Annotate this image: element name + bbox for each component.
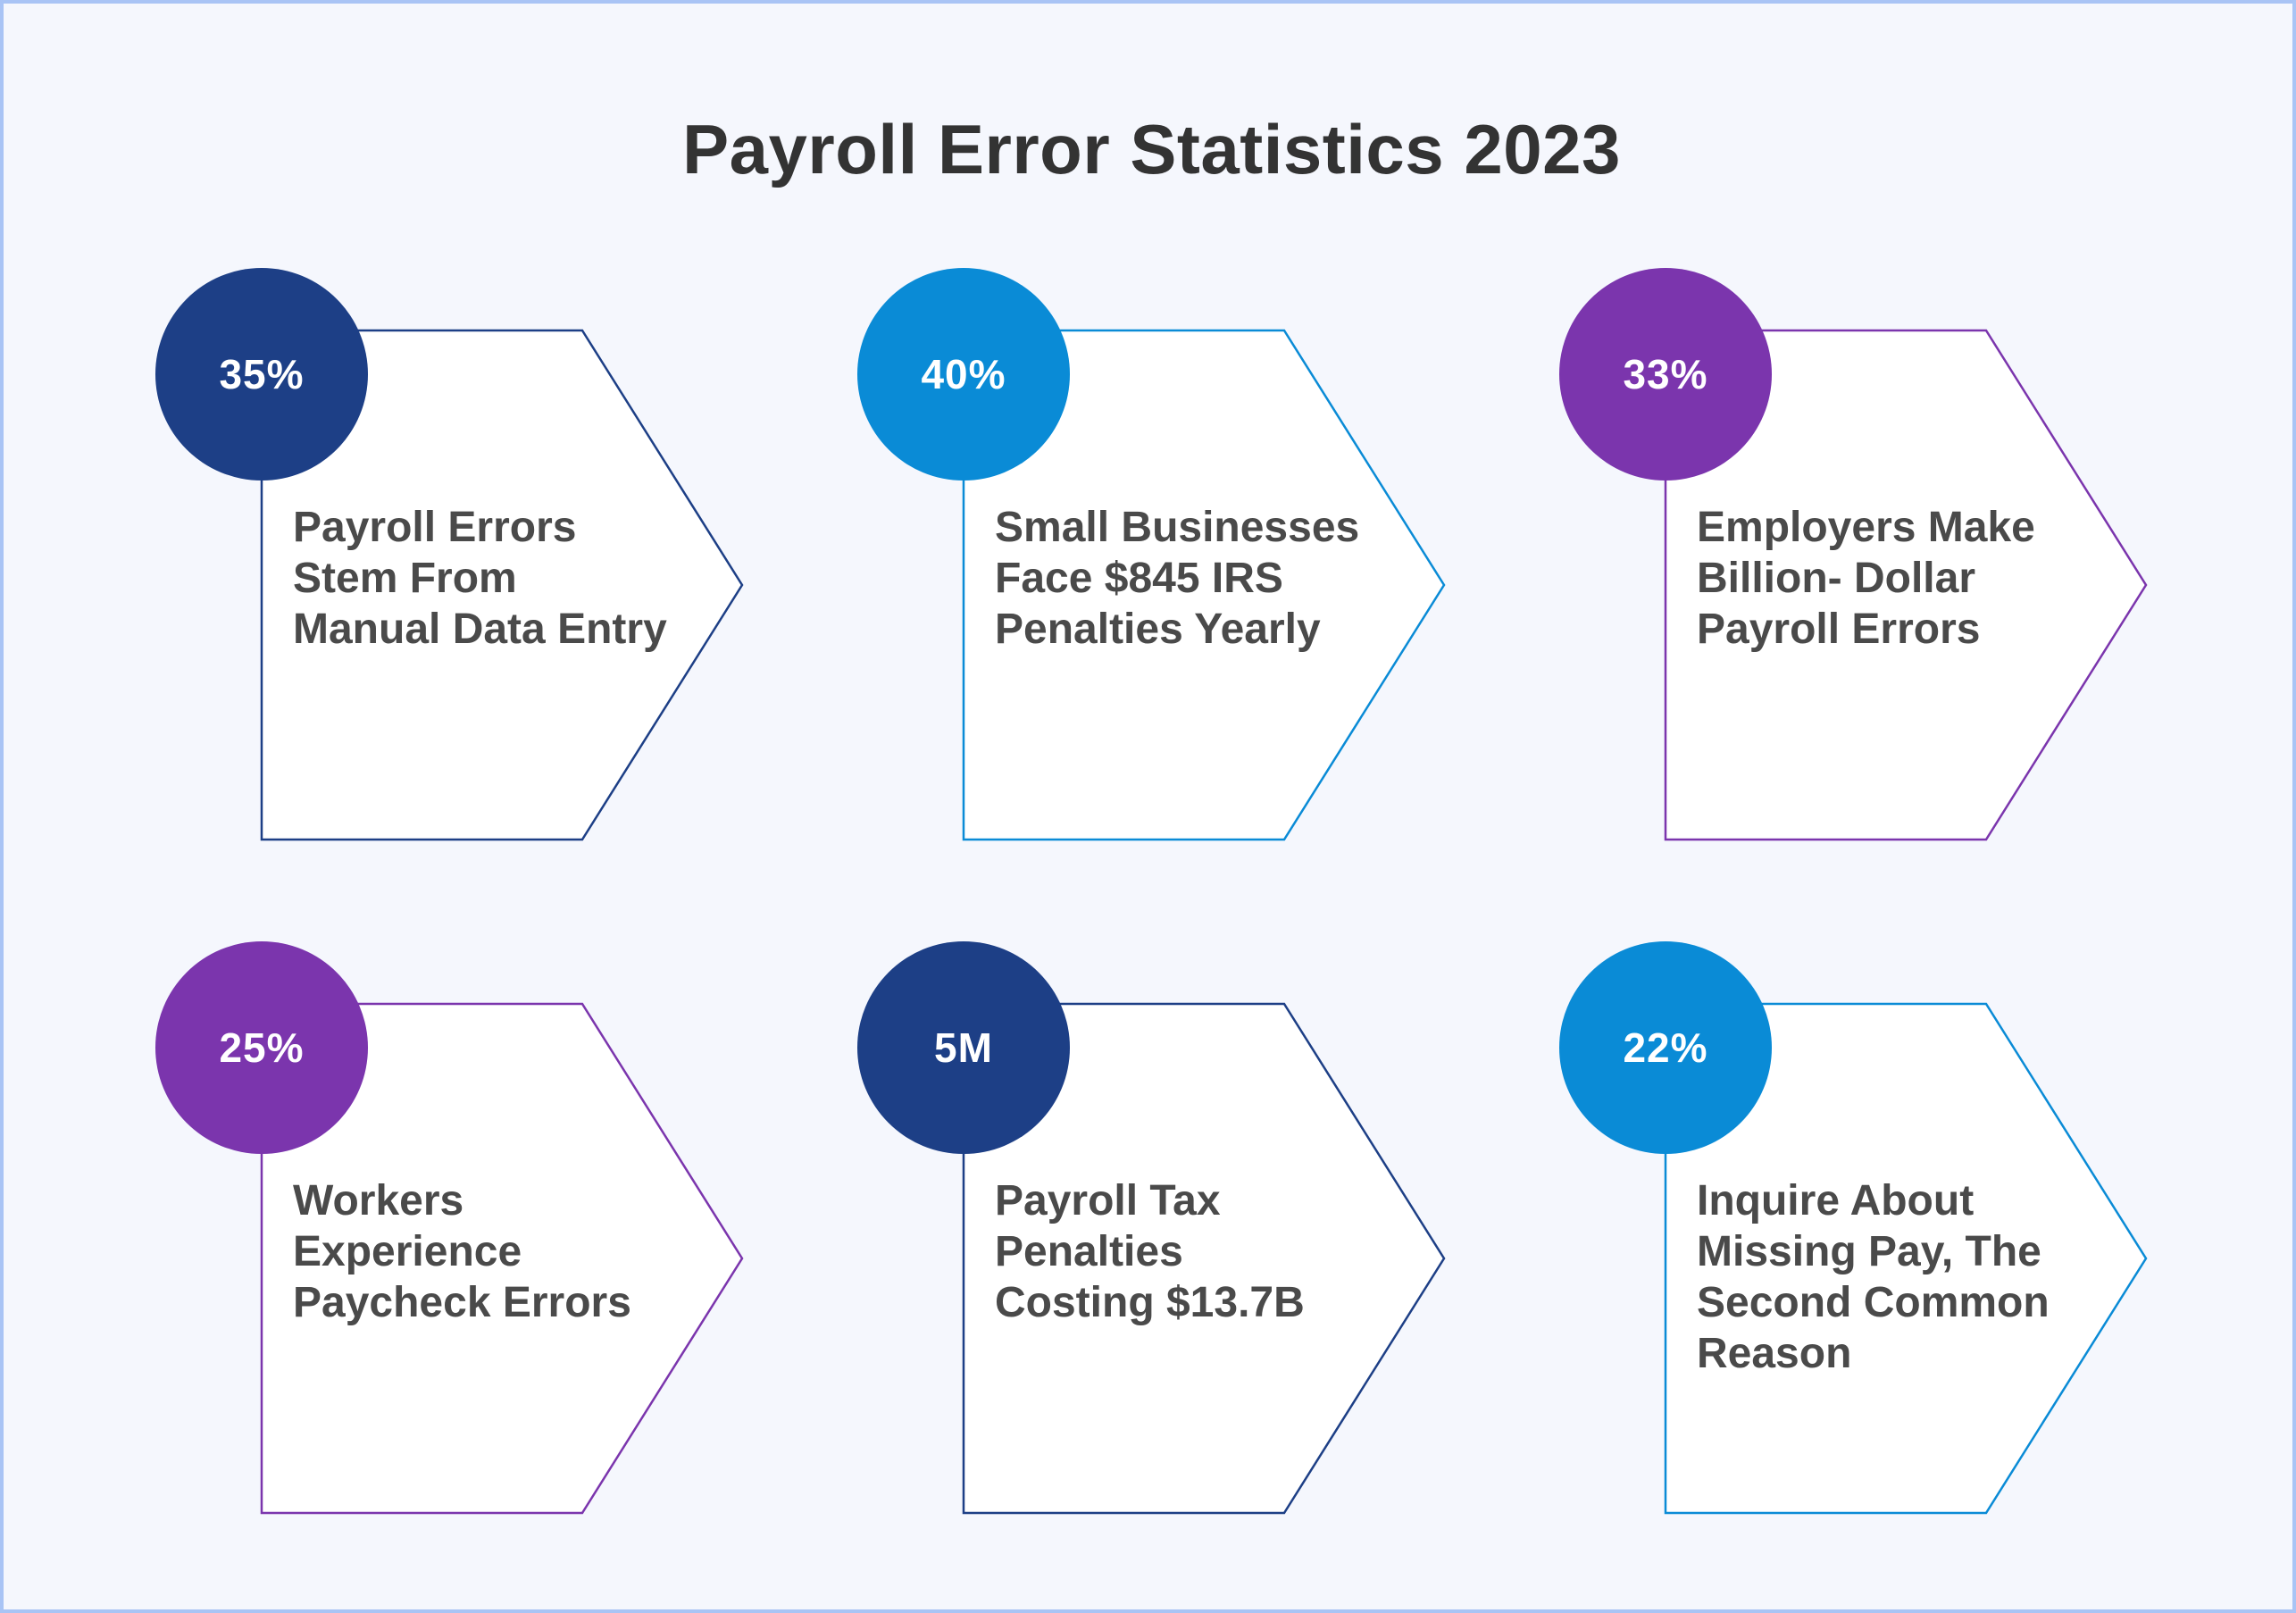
stat-description: Employers Make Billion- Dollar Payroll E…: [1697, 502, 2099, 655]
stat-description-line: Payroll Tax: [995, 1177, 1221, 1224]
stat-card: 35% Payroll Errors Stem From Manual Data…: [155, 268, 798, 965]
stat-description-line: Experience: [293, 1228, 522, 1275]
stat-description-line: Missing Pay, The: [1697, 1228, 2041, 1275]
stat-value-badge: 22%: [1559, 941, 1772, 1154]
stat-description-line: Manual Data Entry: [293, 606, 667, 653]
stat-description-line: Penalties: [995, 1228, 1183, 1275]
stat-description-line: Costing $13.7B: [995, 1279, 1305, 1326]
stat-description: Payroll Tax Penalties Costing $13.7B: [995, 1175, 1397, 1328]
stat-description-line: Paycheck Errors: [293, 1279, 631, 1326]
stat-description: Workers Experience Paycheck Errors: [293, 1175, 695, 1328]
stat-value-badge: 40%: [857, 268, 1070, 481]
stat-card: 5M Payroll Tax Penalties Costing $13.7B: [857, 941, 1500, 1613]
stat-description-line: Employers Make: [1697, 504, 2035, 551]
card-outline: [260, 329, 744, 841]
stat-description-line: Face $845 IRS: [995, 555, 1283, 602]
stat-description-line: Penalties Yearly: [995, 606, 1321, 653]
stat-value-badge: 33%: [1559, 268, 1772, 481]
card-outline: [962, 329, 1446, 841]
stat-description-line: Payroll Errors: [1697, 606, 1981, 653]
card-outline: [1664, 329, 2148, 841]
stat-description-line: Payroll Errors: [293, 504, 577, 551]
stat-description: Inquire About Missing Pay, The Second Co…: [1697, 1175, 2099, 1379]
stat-value-badge: 5M: [857, 941, 1070, 1154]
page-title: Payroll Error Statistics 2023: [682, 110, 1621, 188]
stat-description-line: Inquire About: [1697, 1177, 1975, 1224]
stat-value-badge: 35%: [155, 268, 368, 481]
stat-description-line: Billion- Dollar: [1697, 555, 1975, 602]
stat-description-line: Small Businesses: [995, 504, 1360, 551]
stat-description-line: Workers: [293, 1177, 464, 1224]
stat-description-line: Second Common: [1697, 1279, 2050, 1326]
card-outline: [260, 1002, 744, 1515]
stat-card: 22% Inquire About Missing Pay, The Secon…: [1559, 941, 2202, 1613]
stat-card: 33% Employers Make Billion- Dollar Payro…: [1559, 268, 2202, 965]
stat-card: 40% Small Businesses Face $845 IRS Penal…: [857, 268, 1500, 965]
stat-description: Payroll Errors Stem From Manual Data Ent…: [293, 502, 695, 655]
card-outline: [962, 1002, 1446, 1515]
card-outline: [1664, 1002, 2148, 1515]
stat-description: Small Businesses Face $845 IRS Penalties…: [995, 502, 1397, 655]
stat-description-line: Reason: [1697, 1330, 1852, 1377]
stat-description-line: Stem From: [293, 555, 517, 602]
stat-card: 25% Workers Experience Paycheck Errors: [155, 941, 798, 1613]
stat-value-badge: 25%: [155, 941, 368, 1154]
